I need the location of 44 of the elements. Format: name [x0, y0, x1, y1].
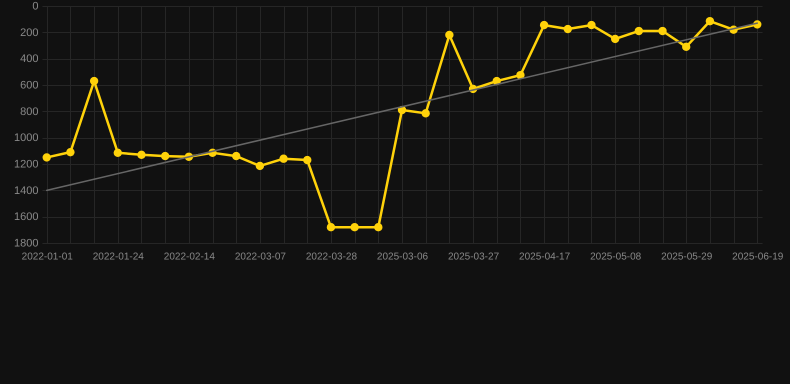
- point: [634, 26, 644, 36]
- x-tick-label: 2022-02-14: [164, 252, 216, 262]
- point: [350, 223, 359, 232]
- y-tick-label: 1200: [14, 158, 38, 170]
- point: [114, 148, 122, 157]
- y-tick-label: 1000: [14, 132, 38, 144]
- y-tick-label: 200: [20, 26, 38, 39]
- point: [610, 34, 620, 44]
- x-tick-label: 2022-01-24: [92, 252, 144, 262]
- y-tick-label: 0: [32, 0, 38, 12]
- point: [564, 24, 572, 34]
- point: [682, 42, 690, 51]
- y-tick-label: 1800: [14, 238, 38, 250]
- point: [422, 109, 430, 118]
- x-tick-label: 2022-03-07: [234, 252, 286, 262]
- x-tick-label: 2025-05-29: [661, 252, 713, 262]
- point: [160, 152, 170, 160]
- point: [137, 150, 146, 159]
- x-tick-label: 2022-03-28: [306, 252, 358, 262]
- point: [540, 20, 548, 30]
- point: [303, 156, 312, 164]
- point: [279, 154, 288, 163]
- x-tick-label: 2025-04-17: [519, 252, 571, 262]
- y-tick-label: 1600: [14, 211, 38, 224]
- point: [374, 223, 382, 232]
- y-tick-label: 600: [20, 80, 38, 92]
- point: [256, 162, 264, 170]
- point: [587, 20, 596, 30]
- y-tick-label: 400: [20, 53, 38, 66]
- y-tick-label: 800: [20, 106, 38, 118]
- point: [90, 76, 98, 86]
- x-tick-label: 2025-05-08: [590, 252, 642, 262]
- x-tick-label: 2022-01-01: [22, 252, 74, 262]
- point: [232, 152, 240, 160]
- x-tick-label: 2025-06-19: [732, 252, 784, 262]
- point: [66, 148, 75, 156]
- x-tick-label: 2025-03-27: [448, 252, 500, 262]
- x-tick-label: 2025-03-06: [376, 252, 429, 262]
- point: [445, 30, 454, 40]
- point: [326, 223, 336, 232]
- point: [706, 16, 714, 26]
- point: [658, 26, 667, 36]
- y-tick-label: 1400: [14, 184, 38, 197]
- point: [42, 153, 51, 162]
